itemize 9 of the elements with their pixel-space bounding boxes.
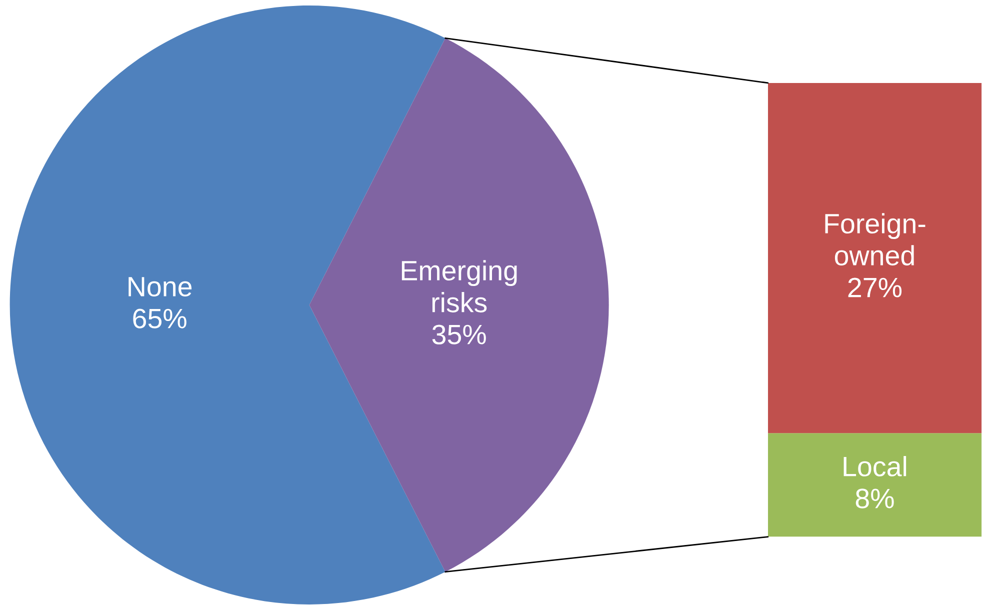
data-label: 65% bbox=[133, 308, 186, 328]
pie-slice bbox=[309, 38, 609, 572]
slice-label: None bbox=[128, 277, 192, 296]
data-label: 8% bbox=[856, 488, 894, 508]
series-label: Foreign-owned bbox=[825, 213, 926, 266]
slice-label: Emerging risks bbox=[402, 260, 517, 312]
series-label: Local bbox=[844, 456, 906, 476]
data-label: 27% bbox=[848, 278, 902, 298]
data-label: 35% bbox=[432, 324, 486, 344]
